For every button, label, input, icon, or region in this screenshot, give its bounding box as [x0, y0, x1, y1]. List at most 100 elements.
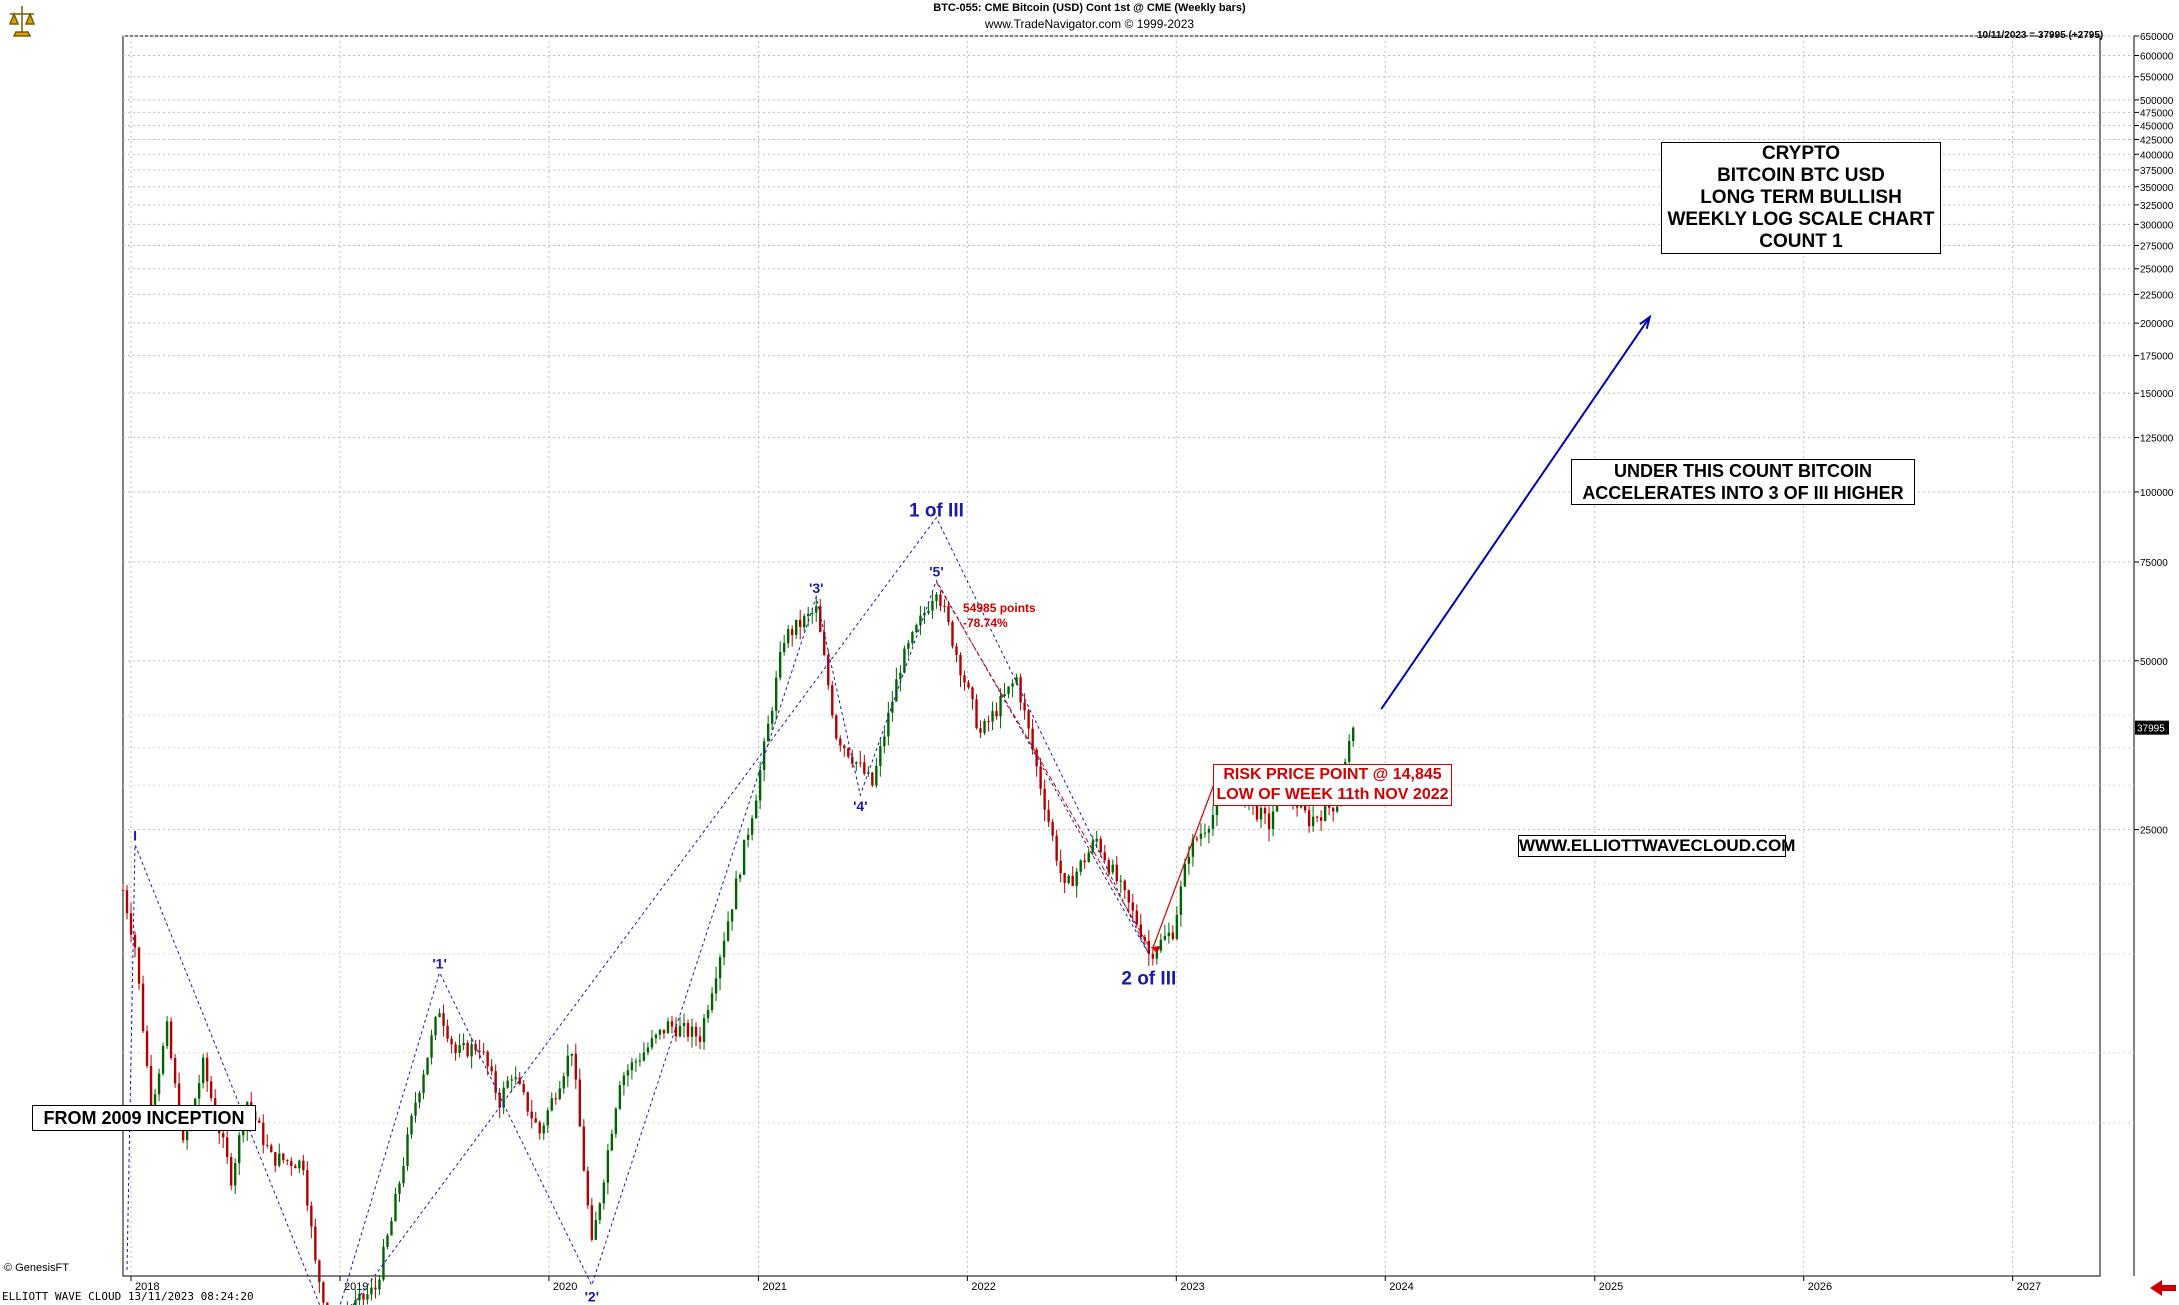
bar-body: [514, 1077, 517, 1080]
bar-body: [242, 1128, 245, 1136]
bar-body: [770, 710, 774, 724]
bar-body: [354, 1300, 357, 1305]
bar-body: [398, 1183, 401, 1194]
wave-line: [126, 579, 1150, 1305]
bar-body: [911, 632, 914, 644]
bar-body: [971, 687, 974, 700]
bar-body: [262, 1122, 265, 1145]
bar-body: [1175, 914, 1179, 940]
bar-body: [1071, 875, 1074, 886]
bar-body: [915, 625, 918, 633]
bar-body: [1311, 816, 1315, 827]
bar-body: [778, 651, 782, 678]
bar-body: [165, 1021, 169, 1047]
bar-body: [1015, 677, 1018, 684]
bar-body: [658, 1029, 662, 1035]
x-tick-label: 2027: [2017, 1281, 2041, 1293]
bar-body: [414, 1102, 417, 1116]
bar-body: [614, 1108, 618, 1134]
bar-body: [1039, 766, 1042, 789]
bar-body: [1047, 809, 1050, 822]
last-price-flag: [2135, 720, 2169, 735]
bar-body: [1139, 924, 1143, 937]
bar-body: [145, 1031, 149, 1066]
bar-body: [991, 711, 994, 722]
y-tick-label: 425000: [2140, 135, 2174, 146]
bar-body: [1067, 875, 1070, 883]
bar-body: [534, 1118, 537, 1123]
bar-body: [362, 1293, 365, 1300]
y-tick-label: 50000: [2140, 657, 2168, 668]
bar-body: [790, 629, 794, 636]
bar-body: [722, 940, 726, 958]
bar-body: [714, 978, 718, 994]
bar-body: [550, 1098, 553, 1111]
bar-body: [959, 655, 962, 676]
bar-body: [891, 701, 894, 713]
bar-body: [606, 1150, 610, 1183]
bar-body: [133, 934, 137, 948]
grid-lines: [123, 35, 2134, 1276]
bar-body: [129, 913, 133, 935]
bar-body: [442, 1013, 445, 1026]
inception-text: FROM 2009 INCEPTION: [43, 1108, 245, 1128]
count-line: ACCELERATES INTO 3 OF III HIGHER: [1582, 483, 1904, 503]
bar-body: [786, 629, 790, 644]
y-tick-label: 475000: [2140, 108, 2174, 119]
bar-body: [510, 1079, 513, 1081]
weekly-bars: [121, 590, 1355, 1305]
bar-body: [951, 621, 954, 647]
bar-body: [125, 890, 129, 914]
bar-body: [1091, 841, 1094, 853]
bar-body: [702, 1018, 706, 1043]
bar-body: [554, 1098, 557, 1100]
bar-body: [1347, 741, 1351, 762]
bar-body: [1315, 816, 1319, 818]
bar-body: [286, 1159, 289, 1161]
bar-body: [1155, 950, 1159, 959]
bar-body: [1059, 860, 1062, 874]
bar-body: [1151, 953, 1155, 959]
bar-body: [310, 1205, 313, 1227]
bar-body: [566, 1055, 569, 1077]
bar-body: [205, 1057, 209, 1082]
y-tick-label: 250000: [2140, 265, 2174, 276]
bar-body: [734, 878, 738, 910]
bar-body: [678, 1025, 682, 1037]
bar-body: [458, 1045, 461, 1053]
bar-body: [1191, 838, 1195, 857]
risk-line: LOW OF WEEK 11th NOV 2022: [1216, 786, 1449, 803]
bar-body: [502, 1087, 505, 1108]
bar-body: [530, 1111, 533, 1119]
bar-body: [666, 1021, 670, 1034]
bar-body: [542, 1125, 545, 1134]
bar-body: [967, 682, 970, 688]
bar-body: [386, 1235, 389, 1247]
bar-body: [819, 606, 822, 632]
bar-body: [197, 1083, 201, 1099]
bar-body: [766, 723, 770, 742]
bar-body: [1351, 727, 1355, 742]
x-tick-label: 2018: [135, 1281, 159, 1293]
bar-body: [185, 1128, 189, 1141]
scroll-arrow-icon[interactable]: [2150, 1280, 2176, 1296]
bar-body: [1199, 833, 1203, 839]
bar-body: [1183, 863, 1187, 887]
bar-body: [586, 1170, 590, 1206]
y-tick-label: 350000: [2140, 183, 2174, 194]
bar-body: [758, 770, 762, 801]
last-price-label: 37995: [2137, 724, 2165, 735]
bar-body: [574, 1053, 578, 1080]
bar-body: [1143, 936, 1147, 941]
wave-label: I: [133, 828, 137, 844]
wave-label: 2 of III: [1121, 968, 1176, 989]
bar-body: [1127, 890, 1130, 903]
bar-body: [646, 1047, 650, 1053]
y-tick-label: 225000: [2140, 290, 2174, 301]
bar-body: [794, 619, 798, 636]
bar-body: [394, 1193, 397, 1222]
bar-body: [939, 594, 942, 606]
bar-body: [626, 1070, 630, 1076]
bar-body: [987, 720, 990, 722]
bar-body: [630, 1062, 634, 1071]
